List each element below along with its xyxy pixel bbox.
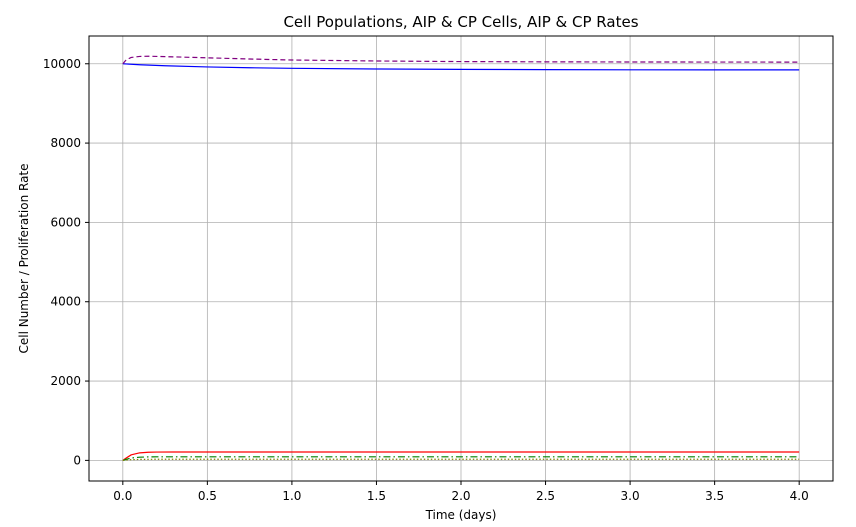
series-line-2 bbox=[122, 55, 800, 65]
x-tick-label: 1.5 bbox=[367, 489, 386, 503]
y-tick-label: 10000 bbox=[43, 57, 81, 71]
y-tick-label: 8000 bbox=[50, 136, 81, 150]
y-tick-label: 6000 bbox=[50, 215, 81, 229]
series-line-4 bbox=[122, 456, 800, 461]
y-tick-label: 2000 bbox=[50, 374, 81, 388]
chart-title: Cell Populations, AIP & CP Cells, AIP & … bbox=[283, 13, 638, 31]
x-axis-title: Time (days) bbox=[425, 508, 497, 522]
series-layer bbox=[122, 55, 800, 461]
x-tick-label: 0.0 bbox=[113, 489, 132, 503]
x-tick-label: 0.5 bbox=[198, 489, 217, 503]
y-axis-title: Cell Number / Proliferation Rate bbox=[17, 163, 31, 353]
x-tick-label: 1.0 bbox=[282, 489, 301, 503]
x-tick-label: 3.0 bbox=[621, 489, 640, 503]
series-line-3 bbox=[122, 451, 800, 461]
grid bbox=[89, 36, 833, 481]
y-tick-label: 0 bbox=[73, 453, 81, 467]
series-line-1 bbox=[122, 63, 800, 71]
x-axis-ticks: 0.0 0.5 1.0 1.5 2.0 2.5 3.0 3.5 4.0 bbox=[113, 481, 809, 503]
y-axis-ticks: 0 2000 4000 6000 8000 10000 bbox=[43, 57, 89, 467]
y-tick-label: 4000 bbox=[50, 295, 81, 309]
x-tick-label: 2.5 bbox=[536, 489, 555, 503]
x-tick-label: 3.5 bbox=[705, 489, 724, 503]
x-tick-label: 4.0 bbox=[790, 489, 809, 503]
x-tick-label: 2.0 bbox=[451, 489, 470, 503]
